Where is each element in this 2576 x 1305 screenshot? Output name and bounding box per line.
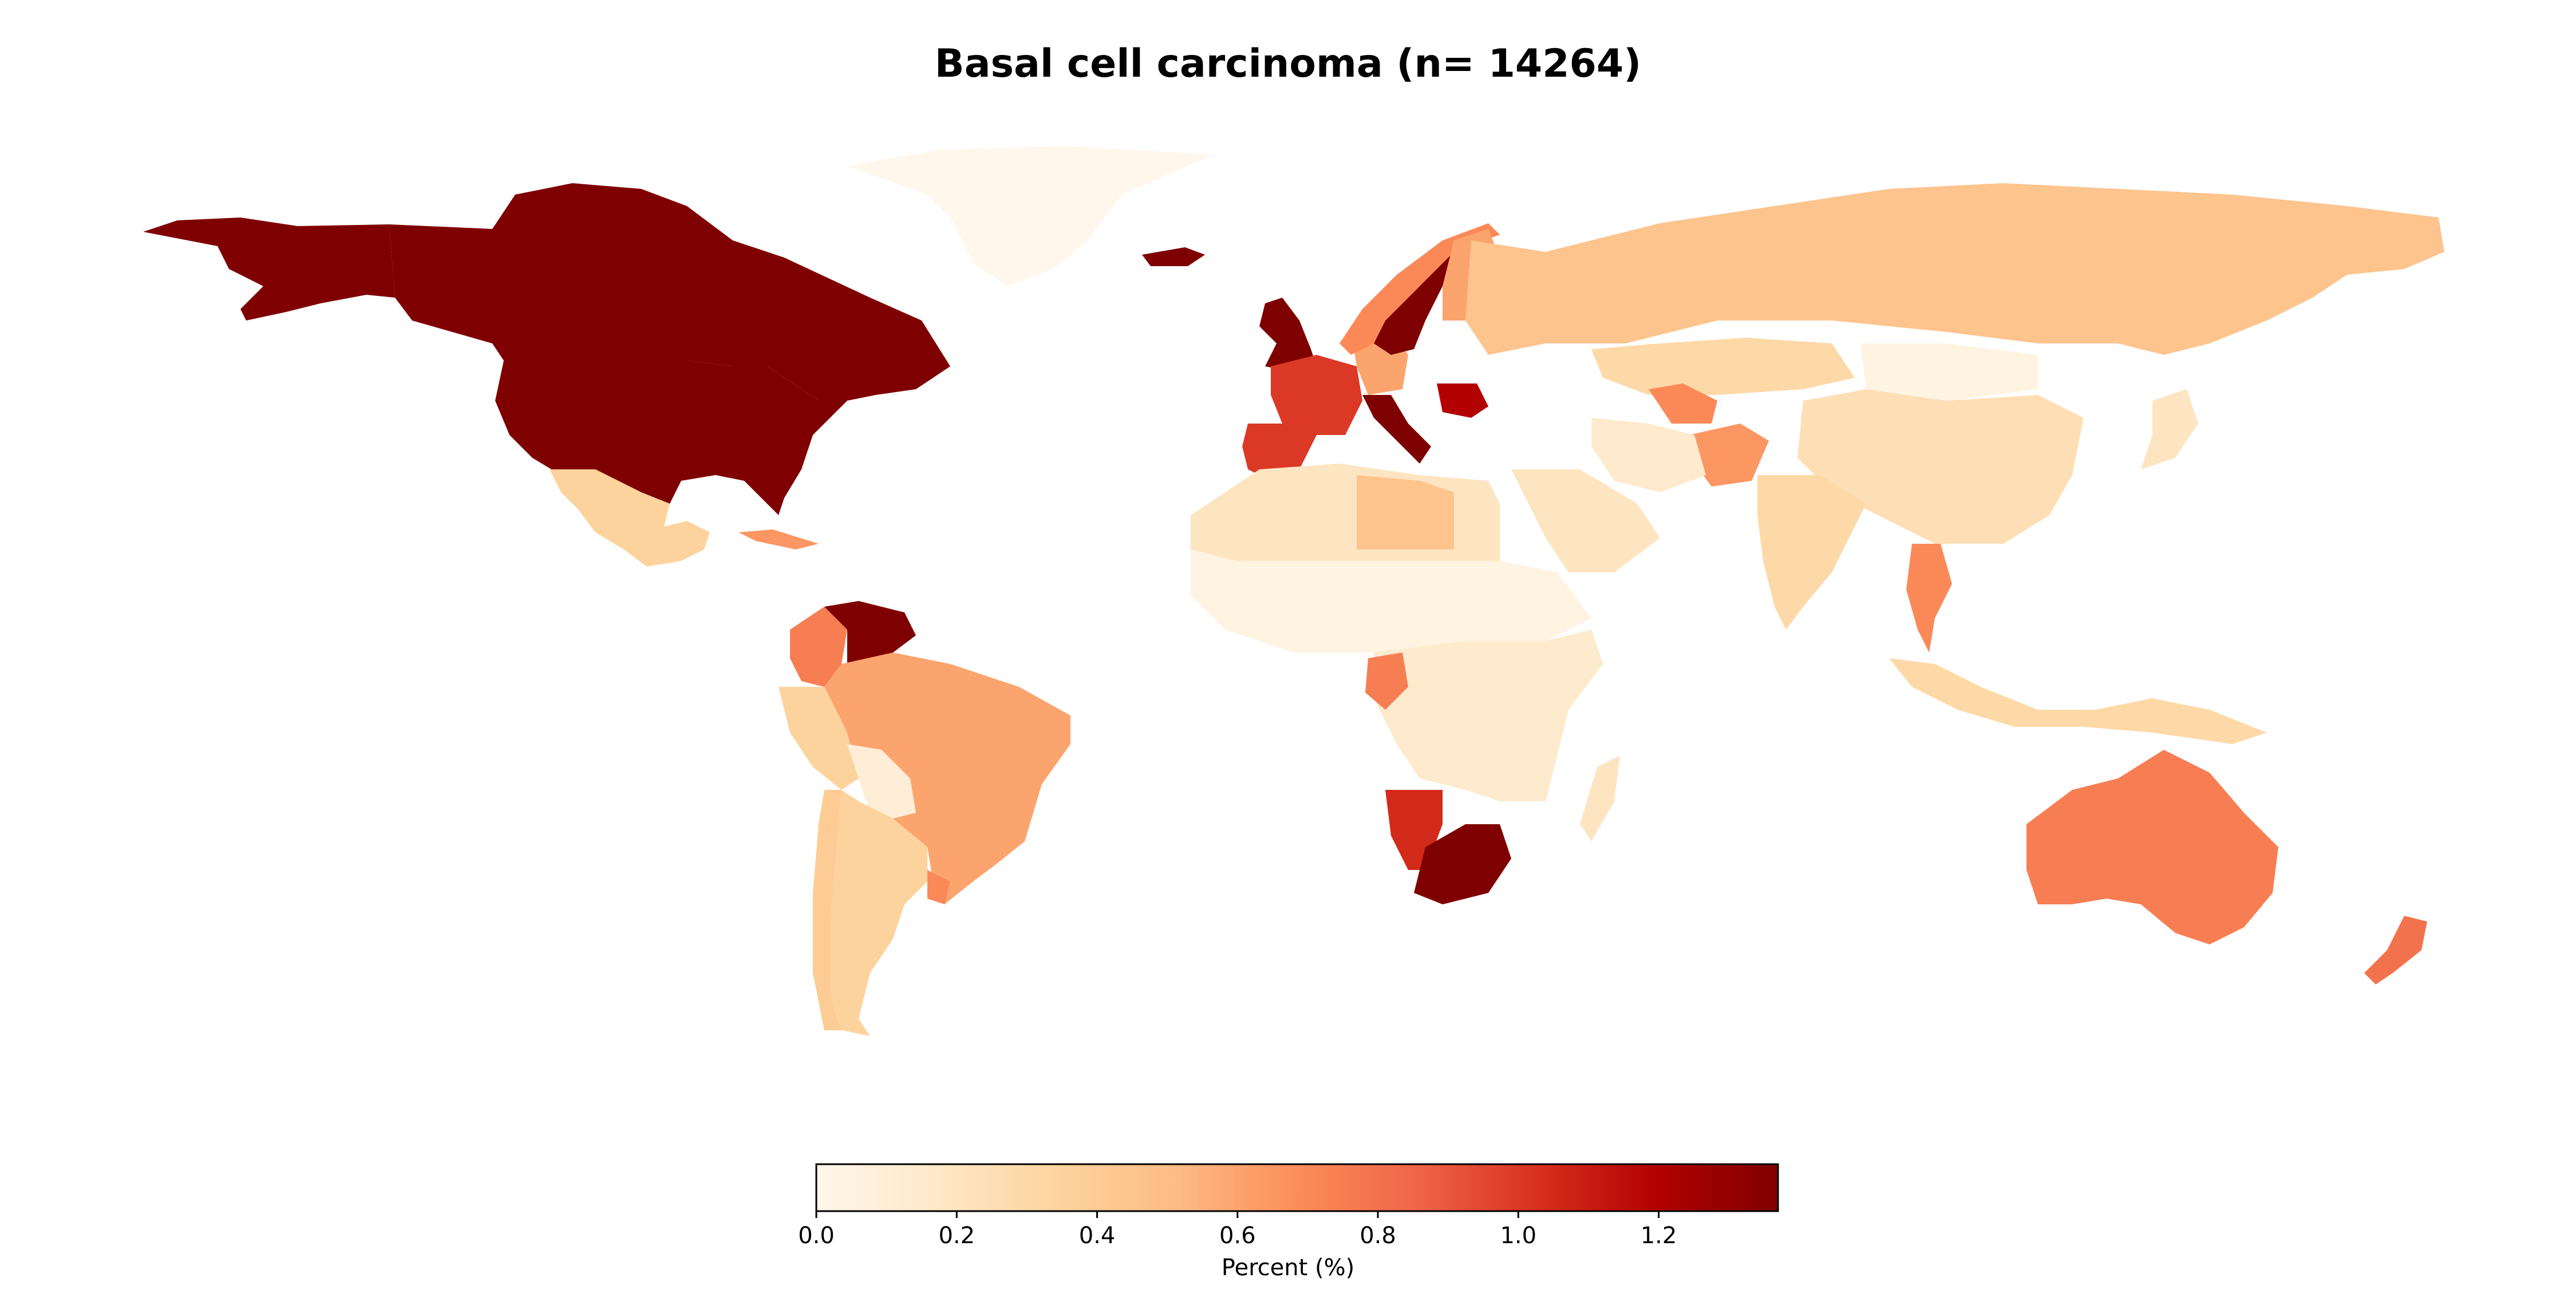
colorbar-gradient [815, 1163, 1779, 1212]
region-greenland [847, 146, 1214, 286]
region-afghanistan [1689, 424, 1769, 487]
region-china [1797, 389, 2084, 544]
region-italy [1362, 395, 1431, 464]
colorbar-tick-label: 1.0 [1500, 1223, 1536, 1249]
region-kazakhstan [1591, 338, 1855, 395]
colorbar-tick-label: 1.2 [1641, 1223, 1677, 1249]
region-new-zealand [2364, 916, 2427, 984]
colorbar-tick-label: 0.8 [1360, 1223, 1396, 1249]
region-japan [2141, 389, 2198, 469]
colorbar: 0.0 0.2 0.4 0.6 0.8 1.0 1.2 [798, 1163, 1779, 1249]
region-central-africa [1374, 630, 1603, 801]
colorbar-ticks: 0.0 0.2 0.4 0.6 0.8 1.0 1.2 [798, 1211, 1677, 1249]
regions-layer [143, 146, 2444, 1036]
region-saudi-arabia [1511, 469, 1660, 572]
region-iceland [1142, 247, 1205, 266]
region-iran [1591, 418, 1706, 492]
region-peru [779, 687, 859, 790]
colorbar-label: Percent (%) [1221, 1255, 1355, 1281]
region-united-states [495, 361, 847, 515]
region-madagascar [1580, 756, 1620, 841]
region-colombia [790, 607, 847, 687]
region-sahel [1191, 549, 1591, 652]
region-brazil [824, 652, 1070, 904]
map-title: Basal cell carcinoma (n= 14264) [934, 41, 1642, 86]
region-sweden [1374, 240, 1465, 355]
region-mexico [550, 469, 710, 567]
region-russia [1465, 183, 2444, 355]
region-india [1757, 475, 1866, 630]
region-gabon [1365, 652, 1408, 710]
region-argentina [830, 790, 927, 1036]
colorbar-tick-label: 0.0 [798, 1223, 835, 1249]
region-thailand [1906, 544, 1952, 652]
region-canada [389, 183, 950, 401]
region-bolivia [847, 744, 916, 818]
region-cuba [738, 529, 819, 549]
colorbar-tick-label: 0.4 [1079, 1223, 1116, 1249]
colorbar-tick-label: 0.6 [1219, 1223, 1256, 1249]
region-romania [1437, 383, 1488, 418]
colorbar-tick-label: 0.2 [938, 1223, 975, 1249]
region-south-africa [1414, 824, 1511, 904]
region-australia [2026, 750, 2278, 944]
region-mongolia [1860, 343, 2038, 401]
region-france [1271, 355, 1362, 435]
region-norway [1340, 223, 1500, 355]
region-united-kingdom [1259, 298, 1317, 372]
region-libya [1357, 475, 1454, 549]
region-turkmenistan [1649, 383, 1717, 424]
region-chile [813, 790, 841, 1030]
region-spain [1242, 424, 1317, 481]
region-uruguay [927, 870, 950, 904]
region-alaska [143, 217, 395, 321]
region-indonesia [1889, 658, 2267, 744]
